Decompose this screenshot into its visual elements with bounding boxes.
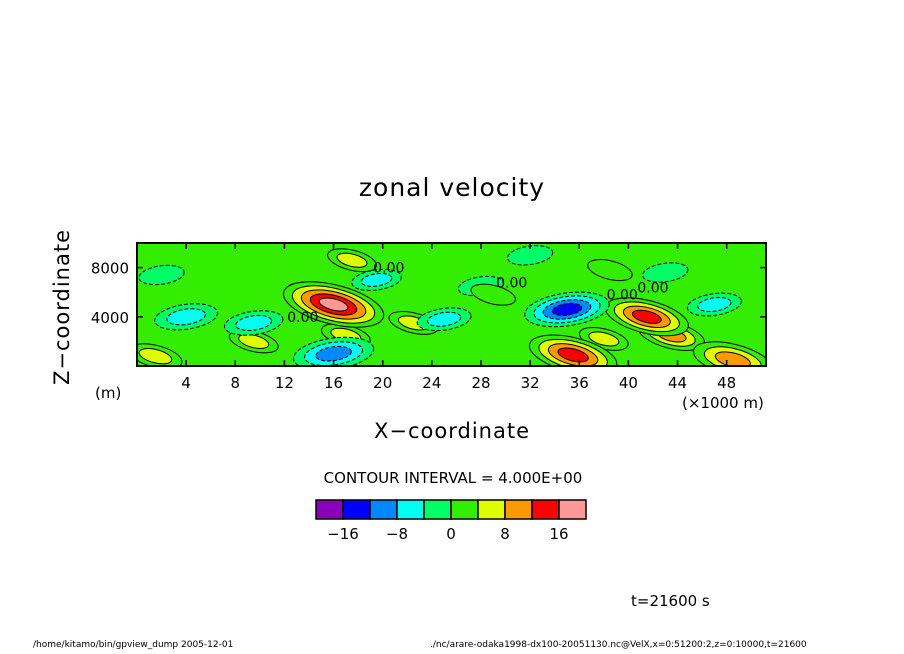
x-tick-label: 20: [373, 374, 392, 392]
colorbar-tick-label: −8: [386, 525, 408, 543]
colorbar-swatch: [558, 499, 587, 520]
chart-title: zonal velocity: [358, 173, 546, 202]
x-tick-label: 4: [181, 374, 191, 392]
contour-band: [360, 272, 393, 287]
velocity-feature: [137, 343, 183, 366]
velocity-feature: [154, 303, 218, 331]
velocity-feature: [528, 334, 618, 366]
velocity-feature: [351, 268, 402, 291]
contour-band: [587, 259, 633, 282]
velocity-feature: [416, 307, 472, 332]
plot-area: 0.000.000.00 0.000.00: [137, 243, 766, 366]
velocity-field: 0.000.000.00 0.000.00: [137, 243, 766, 366]
contour-label: 0.00: [607, 288, 638, 304]
x-tick-label: 36: [570, 374, 589, 392]
footer-right-text: ./nc/arare-odaka1998-dx100-20051130.nc@V…: [430, 640, 807, 650]
contour-band: [697, 297, 732, 312]
velocity-feature: [470, 283, 517, 306]
colorbar-swatch: [315, 499, 344, 520]
x-tick-label: 16: [324, 374, 343, 392]
time-label: t=21600 s: [631, 592, 710, 610]
y-tick-label: 4000: [91, 309, 129, 327]
contour-label: 0.00: [373, 261, 404, 277]
velocity-feature: [327, 248, 377, 273]
contour-band: [166, 308, 206, 326]
colorbar-swatch: [477, 499, 506, 520]
velocity-feature: [692, 341, 766, 366]
colorbar-tick-label: 0: [446, 525, 456, 543]
velocity-feature: [224, 310, 284, 336]
colorbar-tick-label: 16: [549, 525, 568, 543]
velocity-feature: [604, 297, 689, 337]
colorbar-tick-label: −16: [327, 525, 359, 543]
footer-left-text: /home/kitamo/bin/gpview_dump 2005-12-01: [33, 640, 234, 650]
velocity-feature: [642, 262, 689, 283]
colorbar-tick-label: 8: [500, 525, 510, 543]
x-tick-label: 40: [619, 374, 638, 392]
contour-band: [714, 351, 751, 366]
velocity-feature: [507, 245, 554, 266]
contour-band: [507, 245, 554, 266]
colorbar-swatch: [342, 499, 371, 520]
contour-band: [557, 347, 589, 363]
velocity-feature: [138, 264, 185, 286]
velocity-feature: [282, 281, 385, 328]
velocity-feature: [524, 291, 610, 328]
y-tick-label: 8000: [91, 260, 129, 278]
contour-band: [138, 264, 185, 286]
y-axis-unit: (m): [95, 384, 122, 402]
x-axis-label: X−coordinate: [374, 419, 530, 443]
contour-interval-text: CONTOUR INTERVAL = 4.000E+00: [323, 469, 583, 487]
colorbar-swatch: [531, 499, 560, 520]
contour-band: [588, 331, 620, 347]
x-tick-label: 48: [717, 374, 736, 392]
x-tick-label: 44: [668, 374, 687, 392]
contour-band: [470, 283, 517, 306]
colorbar: −16 −8 0 8 16: [315, 499, 587, 543]
contour-label: 0.00: [637, 280, 668, 296]
contour-label: 0.00: [496, 275, 527, 291]
colorbar-swatch: [396, 499, 425, 520]
velocity-feature: [228, 329, 279, 354]
contour-label: 0.00: [287, 310, 318, 326]
x-tick-label: 8: [231, 374, 241, 392]
colorbar-swatch: [423, 499, 452, 520]
contour-band: [631, 309, 662, 324]
contour-band: [427, 311, 462, 327]
x-tick-label: 32: [521, 374, 540, 392]
contour-band: [551, 302, 583, 316]
contour-band: [235, 314, 273, 331]
x-axis-unit: (×1000 m): [682, 394, 764, 412]
contour-band: [238, 333, 270, 349]
contour-band: [315, 345, 352, 362]
contour-band: [318, 297, 349, 312]
x-tick-label: 28: [471, 374, 490, 392]
contour-band: [642, 262, 689, 283]
x-tick-label: 24: [422, 374, 441, 392]
contour-band: [336, 252, 368, 268]
colorbar-swatch: [450, 499, 479, 520]
velocity-feature: [292, 336, 375, 366]
velocity-feature: [587, 259, 633, 282]
plot-frame: [136, 242, 767, 367]
contour-band: [138, 348, 173, 365]
colorbar-swatch: [504, 499, 533, 520]
x-tick-label: 12: [275, 374, 294, 392]
velocity-feature: [686, 292, 742, 317]
colorbar-swatch: [369, 499, 398, 520]
